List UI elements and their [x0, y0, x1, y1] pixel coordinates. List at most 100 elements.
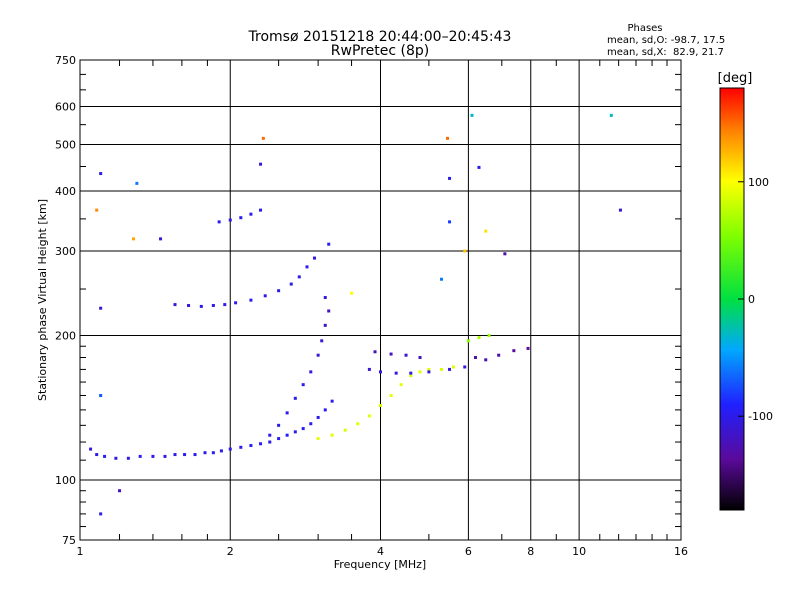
- data-point: [526, 346, 530, 350]
- data-point: [330, 399, 334, 403]
- colorbar-tick-label: -100: [748, 410, 773, 423]
- data-point: [618, 208, 622, 212]
- data-point: [95, 208, 99, 212]
- data-point: [183, 453, 187, 457]
- chart-subtitle: RwPretec (8p): [331, 43, 429, 59]
- data-point: [350, 291, 354, 295]
- data-point: [309, 422, 313, 426]
- data-point: [418, 355, 422, 359]
- colorbar-tick-label: 0: [748, 293, 755, 306]
- grid-lines: [80, 60, 681, 540]
- data-point: [259, 162, 263, 166]
- data-point: [466, 339, 470, 343]
- data-point: [132, 237, 136, 241]
- x-axis-label: Frequency [MHz]: [334, 558, 426, 571]
- data-point: [293, 430, 297, 434]
- data-point: [320, 339, 324, 343]
- data-point: [99, 306, 103, 310]
- data-point: [99, 172, 103, 176]
- data-point: [89, 447, 93, 451]
- data-point: [389, 352, 393, 356]
- x-tick-label: 10: [572, 545, 586, 558]
- data-point: [409, 371, 413, 375]
- data-point: [316, 415, 320, 419]
- data-point: [394, 371, 398, 375]
- minor-ticks: [80, 60, 681, 540]
- data-point: [418, 370, 422, 374]
- data-point: [399, 383, 403, 387]
- y-tick-label: 100: [55, 474, 76, 487]
- data-point: [367, 367, 371, 371]
- x-tick-label: 6: [465, 545, 472, 558]
- data-point: [409, 374, 413, 378]
- y-tick-label: 400: [55, 185, 76, 198]
- x-axis-ticks: 1 2 4 6 8 10 16: [77, 545, 689, 558]
- data-point: [343, 428, 347, 432]
- data-point: [223, 303, 227, 307]
- chart-title: Tromsø 20151218 20:44:00–20:45:43: [248, 29, 512, 45]
- data-point: [316, 353, 320, 357]
- y-tick-label: 300: [55, 245, 76, 258]
- data-point: [118, 489, 122, 493]
- data-point: [95, 453, 99, 457]
- y-tick-label: 200: [55, 330, 76, 343]
- data-point: [301, 383, 305, 387]
- data-point: [285, 433, 289, 437]
- data-point: [293, 396, 297, 400]
- y-tick-label: 750: [55, 54, 76, 67]
- data-point: [487, 334, 491, 338]
- data-point: [249, 298, 253, 302]
- x-tick-label: 16: [674, 545, 688, 558]
- data-point: [312, 256, 316, 260]
- data-point: [289, 282, 293, 286]
- data-point: [477, 165, 481, 169]
- data-point: [211, 451, 215, 455]
- y-axis-ticks: 75 100 200 300 400 500 600 750: [55, 54, 76, 547]
- data-point: [138, 454, 142, 458]
- data-point: [173, 303, 177, 307]
- data-point: [99, 512, 103, 516]
- data-point: [323, 296, 327, 300]
- data-point: [330, 433, 334, 437]
- data-point: [249, 212, 253, 216]
- data-point: [367, 414, 371, 418]
- data-point: [259, 208, 263, 212]
- data-point: [327, 309, 331, 313]
- data-point: [305, 265, 309, 269]
- data-point: [463, 365, 467, 369]
- data-point: [301, 427, 305, 431]
- data-point: [356, 422, 360, 426]
- data-point: [249, 444, 253, 448]
- data-point: [219, 449, 223, 453]
- y-tick-label: 75: [62, 534, 76, 547]
- data-point: [277, 289, 281, 293]
- data-point: [512, 349, 516, 353]
- x-tick-label: 4: [377, 545, 384, 558]
- data-point: [261, 136, 265, 140]
- data-point: [187, 303, 191, 307]
- data-point: [199, 304, 203, 308]
- data-point: [217, 220, 221, 224]
- data-point: [99, 394, 103, 398]
- data-point: [451, 365, 455, 369]
- data-point: [297, 275, 301, 279]
- data-point: [263, 294, 267, 298]
- stats-x-line: mean, sd,X: 82.9, 21.7: [607, 47, 724, 58]
- data-point: [463, 249, 467, 253]
- data-point: [389, 394, 393, 398]
- data-point: [268, 440, 272, 444]
- data-point: [327, 242, 331, 246]
- y-axis-label: Stationary phase Virtual Height [km]: [36, 199, 49, 401]
- data-point: [277, 437, 281, 441]
- data-point: [239, 216, 243, 220]
- data-point: [163, 454, 167, 458]
- data-point: [609, 113, 613, 117]
- data-point: [427, 367, 431, 371]
- colorbar-ticks: 100 0 -100: [738, 176, 773, 423]
- data-point: [484, 358, 488, 362]
- data-points: [89, 113, 622, 516]
- data-point: [446, 136, 450, 140]
- data-point: [228, 447, 232, 451]
- data-point: [103, 454, 107, 458]
